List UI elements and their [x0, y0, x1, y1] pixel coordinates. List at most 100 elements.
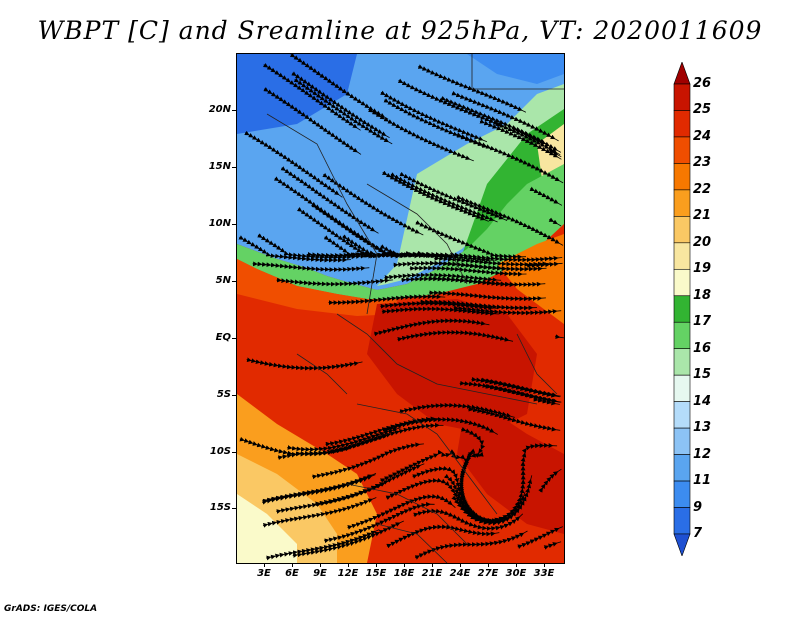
- colorbar-label: 15: [693, 367, 712, 383]
- y-tick: [232, 338, 236, 339]
- y-tick: [232, 508, 236, 509]
- streamline: [266, 529, 380, 561]
- colorbar-label: 20: [693, 234, 712, 250]
- y-tick: [232, 110, 236, 111]
- colorbar-swatch: [673, 507, 691, 535]
- colorbar-label: 11: [693, 473, 712, 489]
- colorbar-swatch: [673, 189, 691, 217]
- colorbar-label: 14: [693, 393, 712, 409]
- y-tick-label: 5S: [216, 389, 231, 400]
- x-tick: [348, 563, 349, 567]
- streamline: [471, 376, 560, 398]
- colorbar-swatch: [673, 348, 691, 376]
- field-coldest: [237, 54, 564, 84]
- y-tick-label: 15S: [209, 502, 231, 513]
- streamline: [252, 261, 370, 273]
- x-tick-label: 15E: [365, 568, 387, 579]
- x-tick: [292, 563, 293, 567]
- colorbar-swatch: [673, 136, 691, 164]
- x-tick: [460, 563, 461, 567]
- colorbar-swatch: [673, 295, 691, 323]
- map-field: [237, 54, 564, 563]
- x-tick: [488, 563, 489, 567]
- x-tick-label: 27E: [477, 568, 499, 579]
- colorbar-swatch: [673, 374, 691, 402]
- streamline: [453, 305, 562, 316]
- x-tick: [320, 563, 321, 567]
- triangle-down-icon: [673, 533, 691, 556]
- colorbar-label: 21: [693, 208, 712, 224]
- colorbar-label: 13: [693, 420, 712, 436]
- colorbar-label: 19: [693, 261, 712, 277]
- x-tick-label: 21E: [421, 568, 443, 579]
- streamline: [239, 436, 354, 457]
- y-tick-label: 10N: [208, 218, 231, 229]
- streamline: [328, 294, 446, 306]
- colorbar-swatch: [673, 110, 691, 138]
- colorbar-swatch: [673, 427, 691, 455]
- x-tick-label: 18E: [393, 568, 415, 579]
- colorbar-swatch: [673, 242, 691, 270]
- map-panel: [236, 53, 565, 564]
- colorbar-label: 26: [693, 76, 712, 91]
- x-tick-label: 12E: [337, 568, 359, 579]
- x-tick: [404, 563, 405, 567]
- colorbar-label: 12: [693, 446, 712, 462]
- colorbar-label: 9: [693, 499, 703, 515]
- colorbar-swatch: [673, 163, 691, 191]
- y-tick: [232, 224, 236, 225]
- colorbar-swatch: [673, 216, 691, 244]
- streamline: [548, 217, 562, 227]
- colorbar-swatch: [673, 401, 691, 429]
- x-tick: [264, 563, 265, 567]
- streamline: [401, 276, 519, 288]
- y-tick-label: 5N: [215, 275, 231, 286]
- x-tick-label: 9E: [313, 568, 327, 579]
- streamline: [458, 448, 509, 523]
- colorbar: [673, 62, 691, 556]
- colorbar-label: 17: [693, 314, 712, 330]
- colorbar-label: 25: [693, 102, 712, 118]
- y-tick: [232, 167, 236, 168]
- x-tick-label: 30E: [505, 568, 527, 579]
- colorbar-label: 7: [693, 526, 703, 541]
- y-tick-label: 10S: [209, 446, 231, 457]
- colorbar-label: 24: [693, 128, 712, 144]
- y-tick-label: EQ: [215, 332, 231, 343]
- streamline: [529, 186, 563, 206]
- colorbar-swatch: [673, 454, 691, 482]
- y-tick-label: 20N: [208, 104, 231, 115]
- colorbar-label: 22: [693, 181, 712, 197]
- y-tick: [232, 452, 236, 453]
- streamline: [555, 334, 564, 339]
- country-borders: [266, 54, 564, 563]
- chart-title: WBPT [C] and Sreamline at 925hPa, VT: 20…: [37, 16, 763, 45]
- x-tick-label: 33E: [533, 568, 555, 579]
- colorbar-swatch: [673, 83, 691, 111]
- credit-text: GrADS: IGES/COLA: [4, 604, 98, 614]
- x-tick-label: 6E: [285, 568, 299, 579]
- triangle-up-icon: [673, 62, 691, 85]
- y-tick-label: 15N: [208, 161, 231, 172]
- streamline: [244, 130, 343, 198]
- streamline: [263, 87, 362, 155]
- streamline: [246, 357, 363, 371]
- colorbar-swatch: [673, 268, 691, 297]
- x-tick: [376, 563, 377, 567]
- streamline: [526, 261, 563, 269]
- x-tick-label: 24E: [449, 568, 471, 579]
- streamline: [450, 251, 563, 263]
- colorbar-swatch: [673, 480, 691, 508]
- streamline: [312, 442, 424, 480]
- y-tick: [232, 281, 236, 282]
- colorbar-label: 18: [693, 287, 712, 303]
- streamline: [374, 318, 490, 337]
- streamlines: [238, 54, 564, 561]
- colorbar-swatch: [673, 321, 691, 350]
- streamline: [429, 290, 546, 302]
- y-tick: [232, 395, 236, 396]
- x-tick: [516, 563, 517, 567]
- streamline: [517, 526, 563, 549]
- x-tick-label: 3E: [257, 568, 271, 579]
- streamline: [399, 402, 516, 418]
